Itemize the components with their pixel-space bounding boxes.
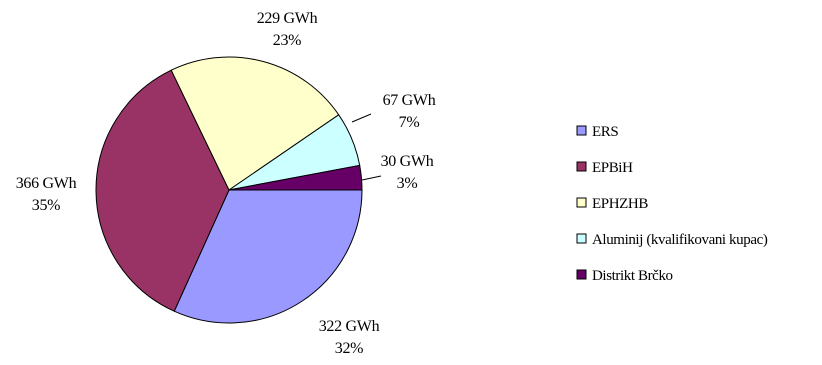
data-label-percent-epbih: 35% [32,197,60,214]
data-label-value-distrikt-brcko: 30 GWh [381,153,434,170]
data-label-percent-ers: 32% [335,340,363,357]
leader-line-distrikt-brcko [361,175,382,181]
data-label-value-aluminij-kvalifikovani-kupac: 67 GWh [383,92,436,109]
data-label-value-ephzhb: 229 GWh [257,10,318,27]
legend-label-ephzhb: EPHZHB [592,196,648,212]
pie-slices [95,56,363,324]
legend-swatch-distrikt-brcko [576,269,587,280]
legend-label-ers: ERS [592,124,618,140]
data-label-percent-distrikt-brcko: 3% [397,175,418,192]
legend-swatch-aluminij-kvalifikovani-kupac [576,233,587,244]
pie-slice-epbih [95,69,230,312]
leader-lines [351,113,382,181]
legend-swatch-ephzhb [576,197,587,208]
legend: ERS EPBiH EPHZHB Aluminij (kvalifikovani ku… [576,124,768,284]
legend-label-aluminij-kvalifikovani-kupac: Aluminij (kvalifikovani kupac) [592,232,768,248]
data-label-percent-ephzhb: 23% [273,32,301,49]
data-label-value-ers: 322 GWh [319,318,380,335]
leader-line-aluminij-kvalifikovani-kupac [351,113,372,123]
pie-slice-distrikt-brcko [228,164,363,191]
legend-swatch-ers [576,125,587,136]
legend-label-epbih: EPBiH [592,160,633,176]
data-label-percent-aluminij-kvalifikovani-kupac: 7% [399,114,420,131]
data-label-value-epbih: 366 GWh [16,175,77,192]
data-labels: 322 GWh 32% 366 GWh 35% 229 GWh 23% 67 GWh 7% 30… [16,10,436,357]
pie-slice-ers [173,189,363,324]
legend-swatch-epbih [576,161,587,172]
pie-slice-ephzhb [170,56,340,191]
legend-label-distrikt-brcko: Distrikt Brčko [592,268,673,284]
